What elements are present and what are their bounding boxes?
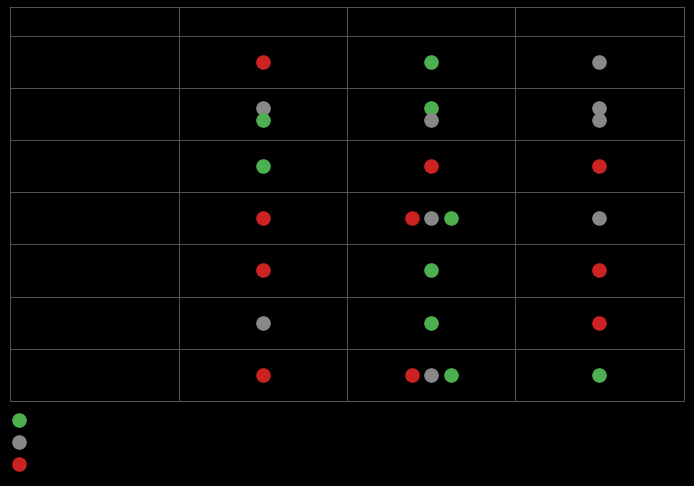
Point <box>257 214 269 222</box>
Point <box>425 104 437 112</box>
Point <box>425 116 437 123</box>
Point <box>425 267 437 275</box>
Point <box>445 371 456 379</box>
Point <box>14 438 25 446</box>
Point <box>425 319 437 327</box>
Point <box>594 162 605 170</box>
Point <box>14 460 25 468</box>
Point <box>257 371 269 379</box>
Point <box>594 58 605 66</box>
Point <box>594 214 605 222</box>
Point <box>594 267 605 275</box>
Point <box>257 162 269 170</box>
Point <box>257 116 269 123</box>
Point <box>257 104 269 112</box>
Point <box>425 162 437 170</box>
Point <box>594 319 605 327</box>
Point <box>257 267 269 275</box>
Point <box>445 214 456 222</box>
Point <box>594 104 605 112</box>
Point <box>425 58 437 66</box>
Point <box>594 371 605 379</box>
Point <box>425 214 437 222</box>
Point <box>14 417 25 424</box>
Point <box>425 371 437 379</box>
Point <box>594 116 605 123</box>
Point <box>257 319 269 327</box>
Point <box>406 371 417 379</box>
Point <box>406 214 417 222</box>
Point <box>257 58 269 66</box>
